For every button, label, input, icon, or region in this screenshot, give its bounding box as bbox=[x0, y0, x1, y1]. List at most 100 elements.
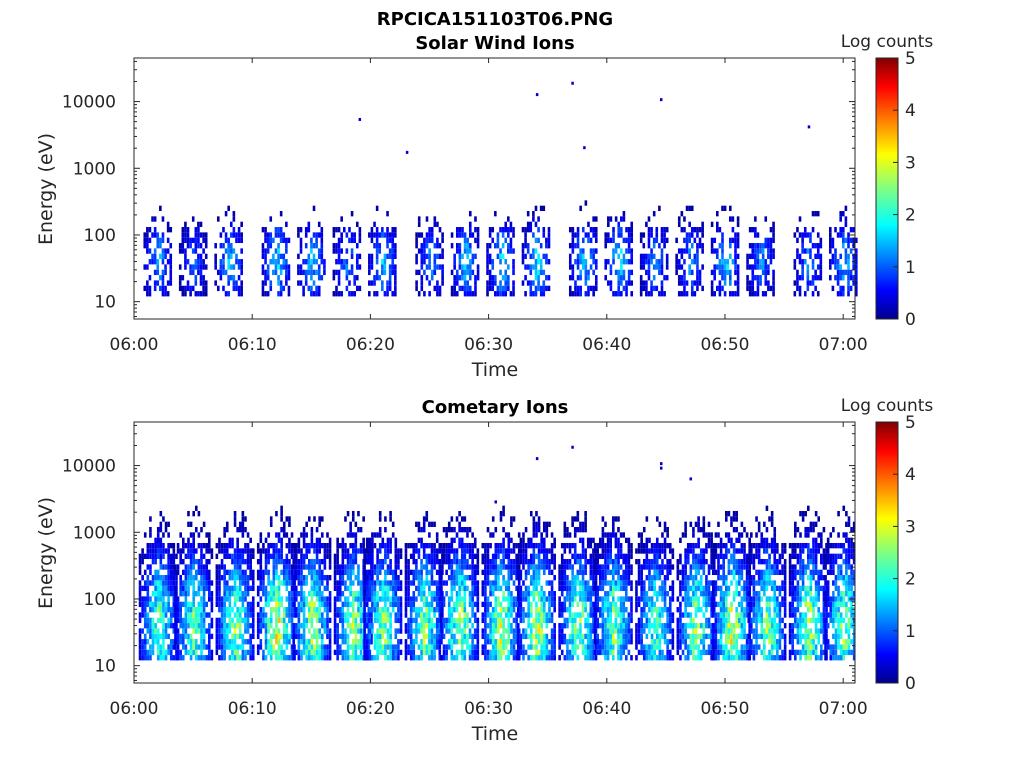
heatmap-cell bbox=[269, 607, 273, 613]
heatmap-cell bbox=[471, 569, 474, 576]
heatmap-cell bbox=[527, 569, 530, 576]
heatmap-cell bbox=[723, 264, 727, 270]
heatmap-cell bbox=[748, 285, 752, 292]
heatmap-cell bbox=[499, 601, 503, 608]
heatmap-cell bbox=[576, 553, 580, 560]
heatmap-cell bbox=[586, 612, 590, 618]
heatmap-cell bbox=[855, 253, 858, 260]
heatmap-cell bbox=[207, 580, 211, 586]
heatmap-cell bbox=[756, 264, 760, 270]
heatmap-cell bbox=[563, 569, 567, 576]
heatmap-cell bbox=[249, 655, 252, 661]
heatmap-cell bbox=[333, 628, 337, 634]
heatmap-cell bbox=[696, 243, 699, 249]
heatmap-cell bbox=[524, 264, 527, 270]
heatmap-cell bbox=[665, 259, 669, 265]
heatmap-cell bbox=[584, 559, 587, 565]
heatmap-cell bbox=[491, 628, 495, 634]
heatmap-cell bbox=[751, 269, 755, 276]
heatmap-cell bbox=[647, 216, 651, 222]
heatmap-cell bbox=[471, 633, 474, 640]
heatmap-cell bbox=[855, 259, 858, 265]
heatmap-cell bbox=[277, 612, 281, 618]
heatmap-cell bbox=[320, 532, 324, 538]
heatmap-cell bbox=[468, 275, 472, 281]
heatmap-cell bbox=[231, 591, 234, 597]
heatmap-cell bbox=[534, 285, 538, 292]
heatmap-cell bbox=[149, 526, 152, 533]
heatmap-cell bbox=[630, 237, 634, 244]
heatmap-cell bbox=[524, 612, 528, 618]
heatmap-cell bbox=[471, 623, 474, 629]
heatmap-cell bbox=[292, 649, 295, 656]
heatmap-cell bbox=[594, 655, 598, 661]
heatmap-cell bbox=[579, 285, 582, 292]
heatmap-cell bbox=[734, 232, 737, 238]
heatmap-cell bbox=[468, 269, 472, 276]
heatmap-cell bbox=[351, 655, 355, 661]
heatmap-cell bbox=[767, 269, 770, 276]
heatmap-cell bbox=[310, 275, 313, 281]
heatmap-cell bbox=[184, 617, 188, 624]
heatmap-cell bbox=[302, 543, 306, 549]
heatmap-cell bbox=[381, 628, 385, 634]
heatmap-cell bbox=[521, 259, 525, 265]
heatmap-cell bbox=[526, 211, 530, 217]
heatmap-cell bbox=[502, 543, 505, 549]
heatmap-cell bbox=[337, 269, 341, 276]
heatmap-cell bbox=[351, 617, 355, 624]
heatmap-cell bbox=[371, 548, 374, 554]
heatmap-cell bbox=[386, 564, 390, 570]
heatmap-cell bbox=[256, 543, 260, 549]
heatmap-cell bbox=[376, 532, 379, 538]
heatmap-cell bbox=[769, 285, 773, 292]
heatmap-cell bbox=[146, 543, 150, 549]
heatmap-cell bbox=[512, 596, 516, 602]
heatmap-cell bbox=[337, 291, 341, 297]
heatmap-cell bbox=[269, 623, 273, 629]
heatmap-cell bbox=[344, 596, 347, 602]
heatmap-cell bbox=[844, 216, 848, 222]
heatmap-cell bbox=[292, 575, 295, 581]
heatmap-cell bbox=[218, 633, 221, 640]
heatmap-cell bbox=[592, 227, 595, 233]
heatmap-cell bbox=[542, 526, 546, 533]
heatmap-cell bbox=[297, 564, 301, 570]
heatmap-cell bbox=[542, 564, 546, 570]
heatmap-cell bbox=[233, 575, 237, 581]
heatmap-cell bbox=[685, 291, 689, 297]
heatmap-cell bbox=[231, 617, 234, 624]
heatmap-cell bbox=[386, 617, 390, 624]
heatmap-cell bbox=[259, 553, 263, 560]
heatmap-cell bbox=[675, 264, 678, 270]
heatmap-cell bbox=[233, 564, 237, 570]
heatmap-cell bbox=[386, 628, 390, 634]
heatmap-cell bbox=[323, 607, 327, 613]
heatmap-cell bbox=[798, 285, 802, 292]
heatmap-cell bbox=[240, 285, 243, 292]
heatmap-cell bbox=[288, 575, 291, 581]
heatmap-cell bbox=[550, 639, 554, 645]
heatmap-cell bbox=[312, 243, 316, 249]
heatmap-cell bbox=[349, 612, 352, 618]
heatmap-cell bbox=[251, 575, 255, 581]
heatmap-cell bbox=[194, 591, 198, 597]
heatmap-cell bbox=[512, 639, 516, 645]
heatmap-cell bbox=[571, 227, 575, 233]
heatmap-cell bbox=[660, 227, 664, 233]
heatmap-cell bbox=[453, 291, 456, 297]
heatmap-cell bbox=[349, 521, 352, 527]
heatmap-cell bbox=[458, 275, 462, 281]
heatmap-cell bbox=[455, 232, 459, 238]
heatmap-cell bbox=[573, 596, 577, 602]
heatmap-cell bbox=[494, 623, 498, 629]
heatmap-cell bbox=[351, 612, 355, 618]
heatmap-cell bbox=[796, 280, 799, 286]
heatmap-cell bbox=[176, 601, 180, 608]
heatmap-cell bbox=[288, 521, 291, 527]
heatmap-cell bbox=[378, 633, 382, 640]
heatmap-cell bbox=[340, 237, 343, 244]
heatmap-cell bbox=[522, 633, 525, 640]
heatmap-cell bbox=[151, 617, 155, 624]
heatmap-cell bbox=[560, 543, 564, 549]
